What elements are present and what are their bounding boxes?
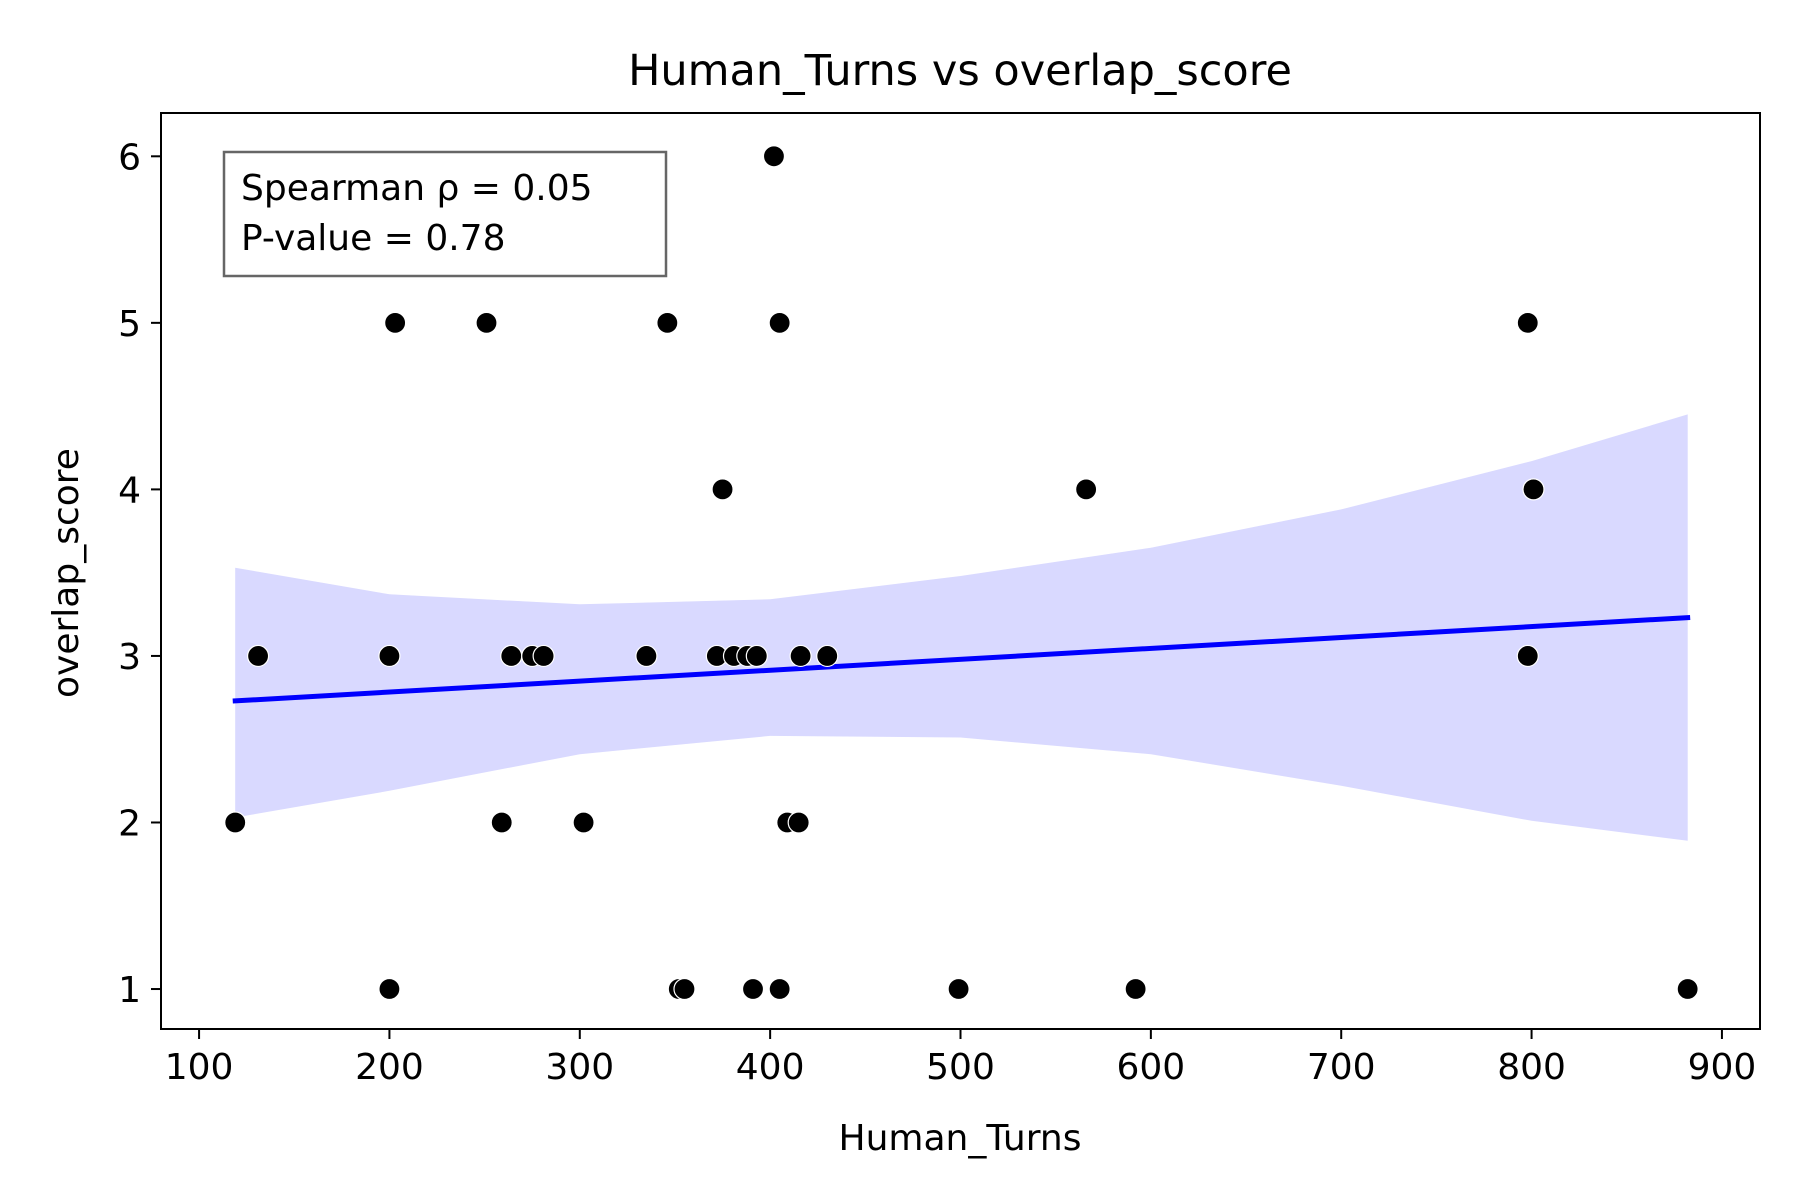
chart-title: Human_Turns vs overlap_score [628, 46, 1292, 96]
data-point [384, 311, 407, 334]
data-point [475, 311, 498, 334]
y-tick-label: 6 [118, 137, 141, 178]
data-points-layer [224, 145, 1699, 1001]
data-point [572, 811, 595, 834]
data-point [656, 311, 679, 334]
x-tick-label: 300 [545, 1047, 614, 1088]
x-tick-label: 100 [165, 1047, 234, 1088]
data-point [1522, 478, 1545, 501]
data-point [787, 811, 810, 834]
spearman-rho-text: Spearman ρ = 0.05 [241, 168, 593, 209]
data-point [1676, 977, 1699, 1001]
regression-line-layer [232, 614, 1691, 704]
confidence-band [235, 414, 1688, 841]
x-tick-label: 700 [1307, 1047, 1376, 1088]
x-axis-ticks: 100 200 300 400 500 600 700 800 900 [165, 1029, 1757, 1088]
stats-box [222, 150, 668, 278]
y-tick-label: 4 [118, 470, 141, 511]
data-point [224, 811, 247, 834]
data-point [490, 811, 513, 834]
data-point [532, 644, 555, 668]
regression-line [232, 614, 1691, 704]
data-point [1124, 977, 1147, 1001]
y-tick-label: 2 [118, 803, 141, 844]
data-point [246, 644, 270, 668]
data-point [741, 977, 765, 1001]
data-point [1075, 478, 1098, 501]
y-axis-ticks: 1 2 3 4 5 6 [118, 137, 161, 1011]
data-point [378, 644, 401, 668]
data-point [816, 644, 839, 668]
data-point [762, 145, 786, 168]
data-point [635, 644, 658, 668]
x-axis-label: Human_Turns [839, 1118, 1082, 1159]
x-tick-label: 600 [1116, 1047, 1185, 1088]
data-point [673, 977, 696, 1001]
data-point [1516, 644, 1539, 668]
y-tick-label: 1 [118, 970, 141, 1011]
data-point [768, 311, 791, 334]
y-axis-label: overlap_score [46, 448, 87, 698]
y-tick-label: 3 [118, 637, 141, 678]
x-tick-label: 800 [1497, 1047, 1566, 1088]
x-tick-label: 900 [1688, 1047, 1757, 1088]
x-tick-label: 200 [355, 1047, 424, 1088]
confidence-band-layer [235, 414, 1688, 841]
data-point [1516, 311, 1539, 334]
data-point [378, 977, 401, 1001]
data-point [711, 478, 734, 501]
y-tick-label: 5 [118, 304, 141, 345]
data-point [768, 977, 791, 1001]
x-tick-label: 500 [926, 1047, 995, 1088]
x-tick-label: 400 [736, 1047, 805, 1088]
data-point [789, 644, 812, 668]
p-value-text: P-value = 0.78 [241, 218, 505, 259]
data-point [745, 644, 768, 668]
stats-annotation: Spearman ρ = 0.05 P-value = 0.78 [222, 150, 668, 278]
data-point [947, 977, 970, 1001]
data-point [500, 644, 523, 668]
